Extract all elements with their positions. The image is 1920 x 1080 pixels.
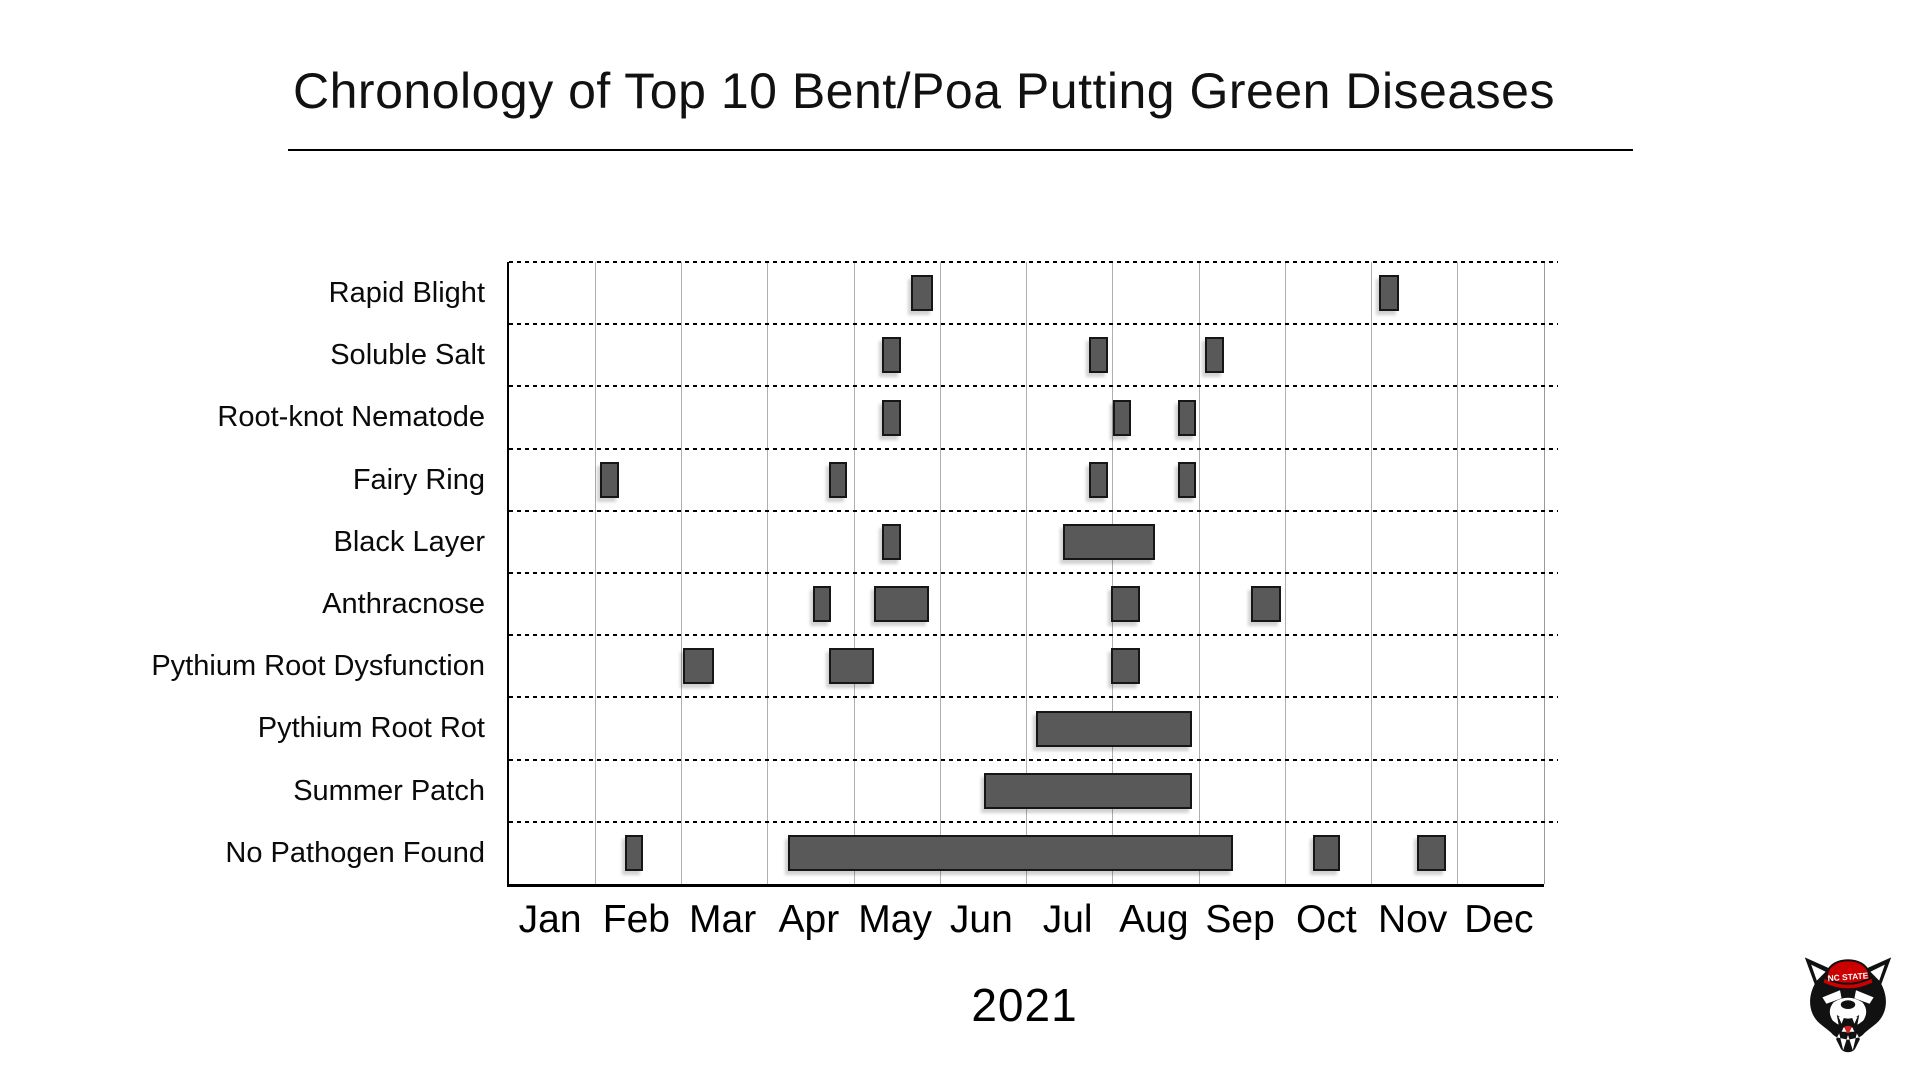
row-label: Black Layer (333, 525, 485, 558)
gantt-bar (1250, 586, 1281, 623)
gantt-bar (599, 461, 619, 498)
gantt-bar (1417, 834, 1446, 871)
row-gridline (509, 820, 1558, 823)
month-tick-label: Dec (1464, 898, 1534, 941)
month-tick-label: Sep (1205, 898, 1275, 941)
month-tick-label: Mar (689, 898, 757, 941)
gantt-bar (910, 275, 934, 312)
gantt-bar (828, 461, 848, 498)
gantt-bar (1178, 399, 1197, 436)
wolf-fang-left (1838, 1016, 1844, 1024)
month-tick-label: May (858, 898, 932, 941)
row-gridline (509, 634, 1558, 637)
gantt-bar (624, 834, 643, 871)
row-label: Pythium Root Rot (257, 712, 485, 745)
month-tick-label: Jun (949, 898, 1013, 941)
gantt-bar (1112, 399, 1131, 436)
wolf-ear-right-inner (1870, 964, 1885, 981)
gantt-bar (984, 772, 1193, 809)
gantt-bar (1035, 710, 1193, 747)
wolf-brow-left (1822, 990, 1842, 1004)
month-tick-label: Jan (518, 898, 582, 941)
gantt-plot-area (507, 261, 1558, 887)
gantt-bar (683, 648, 715, 685)
row-label: Anthracnose (322, 588, 485, 620)
row-gridline (509, 758, 1558, 761)
month-tick-label: Aug (1119, 898, 1189, 941)
year-axis-label: 2021 (971, 979, 1078, 1031)
gantt-bar (882, 523, 902, 560)
gantt-bar (882, 337, 902, 374)
month-tick-label: Feb (602, 898, 670, 941)
row-label: Fairy Ring (352, 463, 485, 496)
gantt-bar (1178, 461, 1197, 498)
title-underline (288, 149, 1633, 151)
gantt-bar (1062, 523, 1155, 560)
wolf-hat-band (1821, 975, 1875, 991)
row-gridline (509, 385, 1558, 388)
wolf-brow-right (1854, 990, 1874, 1004)
wolf-hat-text: NC STATE (1827, 970, 1869, 983)
wolf-ear-left-inner (1811, 964, 1826, 981)
gantt-bar (1111, 586, 1141, 623)
gantt-bar (1089, 461, 1108, 498)
row-gridline (509, 323, 1558, 326)
row-label: No Pathogen Found (225, 836, 485, 869)
row-gridline (509, 572, 1558, 574)
row-label: Soluble Salt (330, 339, 485, 372)
row-label: Root-knot Nematode (217, 401, 485, 434)
month-tick-label: Oct (1296, 898, 1357, 941)
month-tick-label: Apr (778, 898, 840, 941)
row-label: Pythium Root Dysfunction (151, 650, 485, 683)
wolf-nose (1840, 1000, 1856, 1009)
gantt-bar (1312, 834, 1340, 871)
wolf-fang-right (1852, 1016, 1858, 1024)
gantt-bar (1111, 648, 1141, 685)
gantt-bar (882, 399, 902, 436)
row-gridline (509, 447, 1558, 450)
gantt-bar (1379, 275, 1400, 312)
nc-state-wolf-logo: NC STATE (1804, 957, 1892, 1053)
row-gridline (509, 509, 1558, 512)
gantt-bar (1205, 337, 1224, 374)
row-label: Rapid Blight (328, 277, 485, 309)
gantt-bar (787, 834, 1234, 871)
row-gridline (509, 696, 1558, 699)
month-tick-label: Nov (1377, 898, 1448, 941)
gantt-bar (828, 648, 874, 685)
gantt-bar (873, 586, 930, 623)
page-title: Chronology of Top 10 Bent/Poa Putting Gr… (293, 63, 1555, 119)
row-label: Summer Patch (293, 774, 485, 807)
plot-top-border (509, 261, 1558, 263)
gantt-bar (1089, 337, 1109, 374)
gantt-bar (812, 586, 831, 623)
month-tick-label: Jul (1042, 898, 1093, 941)
wolf-teeth-bottom (1841, 1027, 1855, 1032)
